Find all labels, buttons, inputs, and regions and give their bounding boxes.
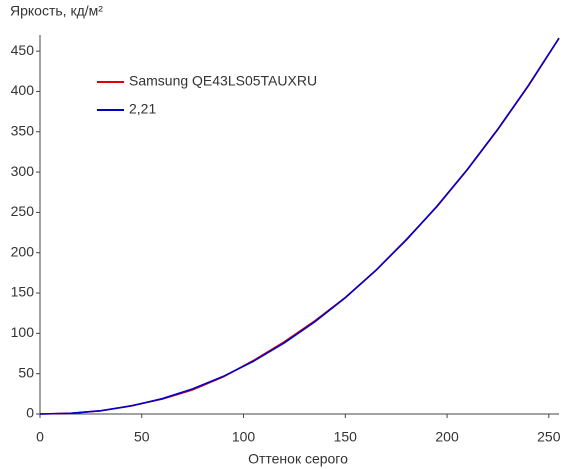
- y-tick-label: 250: [11, 203, 35, 219]
- y-tick-label: 100: [11, 324, 35, 340]
- x-tick-label: 200: [435, 429, 459, 445]
- x-tick-label: 50: [134, 429, 150, 445]
- y-tick-label: 50: [18, 364, 34, 380]
- x-tick-label: 250: [537, 429, 561, 445]
- y-tick-label: 400: [11, 82, 35, 98]
- x-tick-label: 100: [232, 429, 256, 445]
- legend-label: 2,21: [129, 101, 156, 117]
- y-tick-label: 300: [11, 163, 35, 179]
- y-tick-label: 350: [11, 122, 35, 138]
- x-tick-label: 150: [334, 429, 358, 445]
- y-tick-label: 200: [11, 243, 35, 259]
- legend-label: Samsung QE43LS05TAUXRU: [129, 73, 317, 89]
- series-line: [39, 37, 560, 415]
- y-tick-label: 150: [11, 284, 35, 300]
- x-axis-label: Оттенок серого: [248, 451, 348, 467]
- y-tick-label: 450: [11, 42, 35, 58]
- y-axis-label: Яркость, кд/м²: [10, 3, 103, 19]
- y-tick-label: 0: [26, 405, 34, 421]
- series-line: [39, 37, 560, 415]
- x-tick-label: 0: [36, 429, 44, 445]
